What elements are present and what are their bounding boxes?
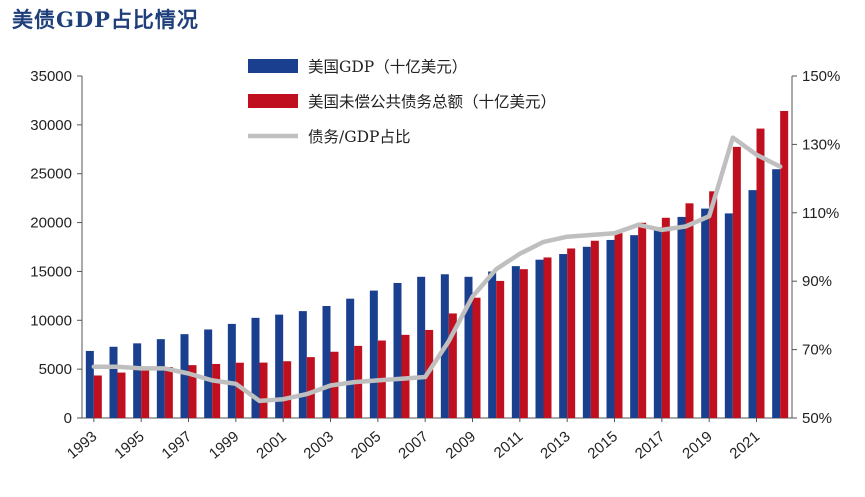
x-tick-label: 2017: [632, 428, 668, 462]
debt-bar: [306, 357, 315, 418]
x-tick-label: 1999: [206, 428, 242, 462]
right-tick-label: 50%: [802, 410, 832, 427]
gdp-bar: [298, 311, 307, 418]
legend-label: 美国未偿公共债务总额（十亿美元）: [308, 93, 556, 111]
debt-bar: [590, 240, 599, 418]
gdp-bar: [133, 343, 142, 418]
debt-bar: [283, 361, 292, 418]
gdp-bar: [582, 246, 591, 418]
right-tick-label: 110%: [802, 205, 839, 222]
left-tick-label: 15000: [30, 263, 72, 280]
gdp-bar: [606, 239, 615, 418]
debt-bar: [259, 362, 268, 418]
debt-bar: [117, 372, 126, 418]
gdp-bar: [322, 306, 331, 418]
gdp-bar: [251, 317, 260, 418]
gdp-bar: [369, 290, 378, 418]
legend-swatch-debt: [248, 94, 298, 108]
debt-bar: [756, 128, 765, 418]
x-tick-label: 2021: [727, 428, 763, 462]
ratio-line: [91, 135, 783, 404]
left-tick-label: 25000: [30, 166, 72, 183]
legend-label: 美国GDP（十亿美元）: [308, 58, 467, 76]
gdp-bar: [772, 169, 781, 418]
debt-bar: [496, 280, 505, 418]
debt-bar: [448, 313, 457, 418]
x-tick-label: 1993: [64, 428, 100, 462]
gdp-bar: [156, 339, 165, 418]
x-tick-label: 2001: [253, 428, 289, 462]
left-tick-label: 0: [64, 410, 72, 427]
x-tick-label: 2009: [443, 428, 479, 462]
debt-bar: [614, 233, 623, 418]
debt-bar: [93, 375, 102, 418]
x-tick-label: 1997: [159, 428, 195, 462]
debt-bar: [732, 146, 741, 419]
gdp-bar: [559, 254, 568, 418]
debt-bar: [543, 257, 552, 418]
left-tick-label: 5000: [39, 361, 72, 378]
gdp-bar: [653, 227, 662, 418]
debt-bar: [164, 366, 173, 418]
x-tick-label: 2003: [301, 428, 337, 462]
left-tick-label: 30000: [30, 117, 72, 134]
gdp-bar: [346, 298, 355, 418]
right-tick-label: 150%: [802, 68, 840, 85]
gdp-bar: [677, 216, 686, 418]
left-tick-label: 10000: [30, 312, 72, 329]
right-tick-label: 90%: [802, 273, 832, 290]
debt-bar: [567, 248, 576, 418]
gdp-bar: [275, 314, 284, 418]
right-tick-label: 130%: [802, 136, 840, 153]
gdp-bar: [535, 259, 544, 418]
legend-label: 债务/GDP占比: [308, 128, 410, 146]
debt-bar: [638, 222, 647, 418]
gdp-bar: [748, 190, 757, 418]
gdp-bar: [417, 276, 426, 418]
debt-bar: [519, 269, 528, 418]
legend-swatch-gdp: [248, 59, 298, 73]
left-tick-label: 20000: [30, 215, 72, 232]
gdp-bar: [701, 208, 710, 418]
x-tick-label: 2011: [491, 428, 527, 462]
gdp-bar: [464, 276, 473, 418]
debt-bar: [141, 369, 150, 418]
x-tick-label: 2005: [348, 428, 384, 462]
gdp-bar: [109, 346, 118, 418]
x-tick-label: 1995: [111, 428, 147, 462]
debt-bar: [709, 191, 718, 418]
gdp-bar: [227, 323, 236, 418]
debt-bar: [235, 362, 244, 418]
gdp-bar: [180, 334, 189, 418]
gdp-bar: [724, 213, 733, 418]
debt-bar: [780, 110, 789, 418]
x-tick-label: 2019: [679, 428, 715, 462]
right-tick-label: 70%: [802, 342, 832, 359]
debt-bar: [685, 203, 694, 418]
debt-bar: [472, 297, 481, 418]
gdp-bar: [204, 329, 213, 418]
chart-title: 美债GDP占比情况: [12, 7, 199, 32]
gdp-bar: [511, 266, 520, 418]
gdp-bar: [85, 350, 94, 418]
gdp-bar: [630, 235, 639, 418]
x-tick-label: 2013: [537, 428, 573, 462]
debt-bar: [661, 217, 670, 418]
gdp-bar: [488, 271, 497, 418]
left-tick-label: 35000: [30, 68, 72, 85]
x-tick-label: 2007: [395, 428, 431, 462]
debt-bar: [212, 363, 221, 418]
gdp-bar: [393, 282, 402, 418]
x-tick-label: 2015: [585, 428, 621, 462]
debt-bar: [188, 365, 197, 418]
